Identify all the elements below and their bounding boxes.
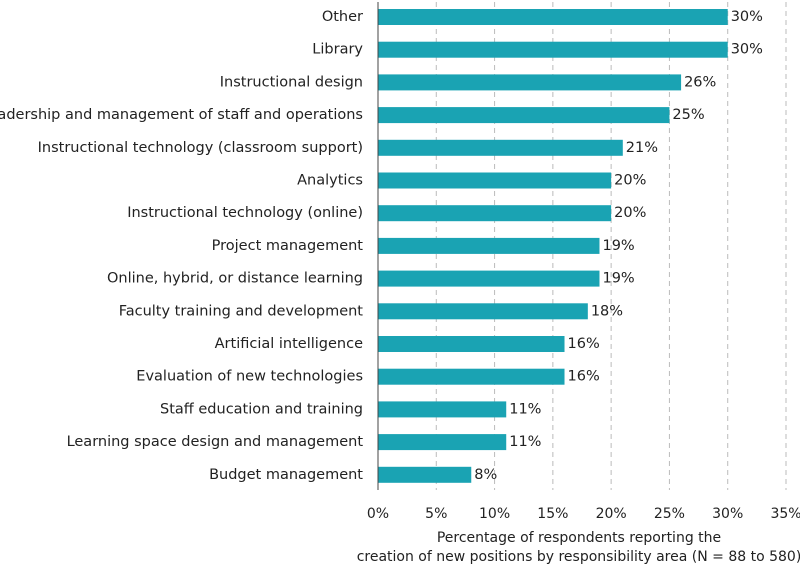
x-tick-label-25: 25% <box>654 506 685 522</box>
x-axis: 0% 5% 10% 15% 20% 25% 30% 35% Percentage of resp… <box>357 2 800 565</box>
x-tick-label-20: 20% <box>596 506 627 522</box>
category-label-6: Instructional technology (online) <box>127 205 363 221</box>
value-label-13: 11% <box>509 434 541 450</box>
bar-4 <box>378 139 623 156</box>
category-label-1: Library <box>312 42 363 58</box>
x-tick-label-5: 5% <box>425 506 447 522</box>
value-label-8: 19% <box>602 271 634 287</box>
category-label-11: Evaluation of new technologies <box>136 369 363 385</box>
value-label-11: 16% <box>568 369 600 385</box>
bar-2 <box>378 74 682 91</box>
bar-3 <box>378 107 670 124</box>
x-tick-label-10: 10% <box>479 506 510 522</box>
value-label-3: 25% <box>672 107 704 123</box>
category-label-8: Online, hybrid, or distance learning <box>107 271 363 287</box>
labels: Other 30% Library 30% Instructional design 26… <box>0 9 763 483</box>
bar-6 <box>378 205 612 222</box>
bar-12 <box>378 401 507 418</box>
category-label-13: Learning space design and management <box>67 434 364 450</box>
bar-7 <box>378 237 600 254</box>
x-tick-label-30: 30% <box>712 506 743 522</box>
value-label-14: 8% <box>474 467 497 483</box>
value-label-1: 30% <box>731 42 763 58</box>
value-label-10: 16% <box>568 336 600 352</box>
bar-13 <box>378 434 507 451</box>
category-label-2: Instructional design <box>220 74 363 90</box>
value-label-4: 21% <box>626 140 658 156</box>
bar-0 <box>378 9 728 25</box>
bar-5 <box>378 172 612 189</box>
value-label-5: 20% <box>614 173 646 189</box>
x-tick-label-35: 35% <box>770 506 800 522</box>
category-label-9: Faculty training and development <box>119 303 364 319</box>
bar-10 <box>378 336 565 352</box>
value-label-9: 18% <box>591 303 623 319</box>
bars <box>378 9 728 483</box>
bar-1 <box>378 41 728 58</box>
x-tick-label-15: 15% <box>537 506 568 522</box>
bar-9 <box>378 303 588 320</box>
value-label-6: 20% <box>614 205 646 221</box>
category-label-3: Leadership and management of staff and o… <box>0 107 363 123</box>
value-label-2: 26% <box>684 74 716 90</box>
category-label-4: Instructional technology (classroom supp… <box>38 140 363 156</box>
x-axis-title-line-1: creation of new positions by responsibil… <box>357 549 800 565</box>
value-label-12: 11% <box>509 401 541 417</box>
bar-11 <box>378 368 565 385</box>
category-label-0: Other <box>322 9 363 25</box>
category-label-5: Analytics <box>297 173 363 189</box>
x-axis-title-line-0: Percentage of respondents reporting the <box>437 530 721 546</box>
value-label-0: 30% <box>731 9 763 25</box>
x-tick-label-0: 0% <box>367 506 389 522</box>
category-label-14: Budget management <box>209 467 363 483</box>
category-label-12: Staff education and training <box>160 401 363 417</box>
category-label-7: Project management <box>212 238 364 254</box>
category-label-10: Artificial intelligence <box>215 336 363 352</box>
bar-14 <box>378 466 472 483</box>
bar-8 <box>378 270 600 287</box>
value-label-7: 19% <box>602 238 634 254</box>
